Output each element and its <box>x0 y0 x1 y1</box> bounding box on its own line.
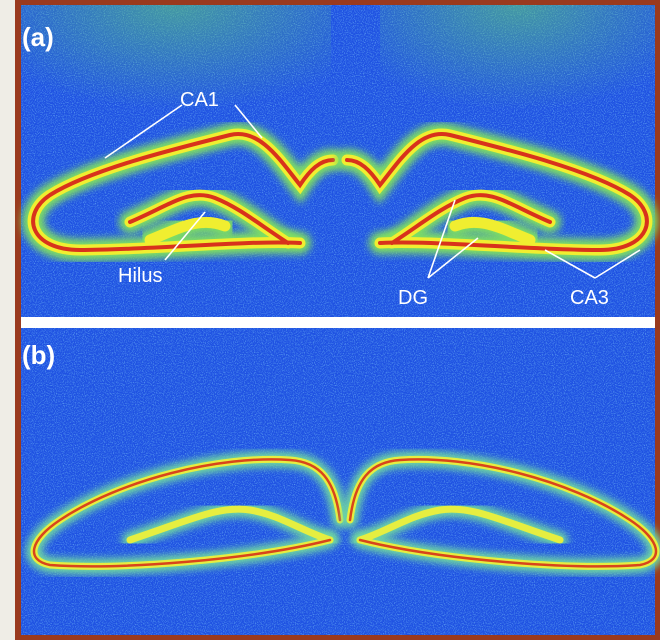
annotation: CA3 <box>570 287 609 309</box>
cortex-left <box>21 5 331 155</box>
panel-label: (a) <box>22 22 54 52</box>
separator <box>21 317 655 328</box>
annotation: DG <box>398 287 428 309</box>
panel-label: (b) <box>22 340 55 370</box>
annotation: CA1 <box>180 89 219 111</box>
page: (a) CA1 Hilus DG CA3 (b) (() => { const … <box>0 0 660 640</box>
annotation: Hilus <box>118 265 162 287</box>
figure: (a) CA1 Hilus DG CA3 (b) <box>0 0 660 640</box>
